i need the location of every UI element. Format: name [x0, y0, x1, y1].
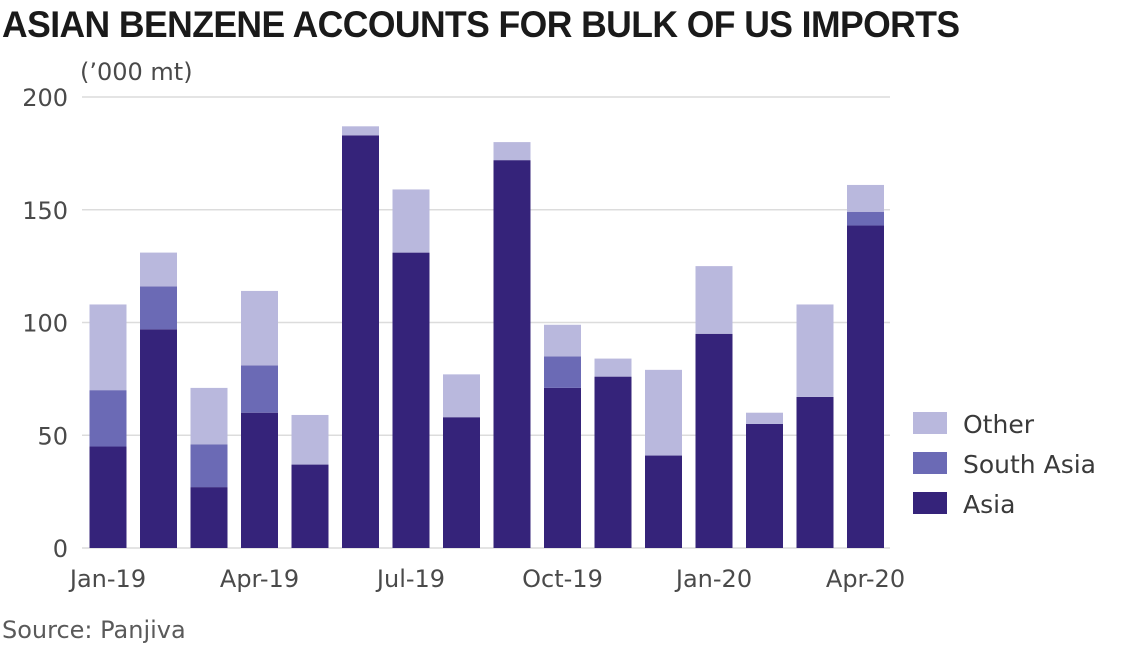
bar-segment-south-asia	[89, 390, 127, 447]
bar-segment-asia	[695, 333, 733, 548]
bar-segment-asia	[291, 464, 329, 548]
source-note: Source: Panjiva	[2, 616, 186, 644]
bar-segment-asia	[544, 387, 581, 548]
bar-segment-asia	[443, 417, 480, 548]
bar-segment-south-asia	[140, 286, 177, 330]
bar-segment-asia	[594, 376, 632, 548]
x-tick-label: Jul-19	[375, 565, 445, 593]
x-tick-label: Apr-19	[220, 565, 299, 593]
bar-segment-other	[544, 324, 581, 357]
bar-segment-other	[443, 374, 480, 418]
legend-swatch-south-asia	[913, 452, 947, 474]
y-axis-ticks: 0 50 100 150 200	[22, 84, 68, 563]
bars	[89, 126, 884, 548]
bar-segment-south-asia	[241, 365, 278, 413]
x-tick-label: Oct-19	[522, 565, 603, 593]
bar-segment-other	[241, 290, 278, 366]
bar-segment-other	[392, 189, 430, 253]
bar-segment-other	[847, 184, 884, 213]
bar-segment-asia	[493, 160, 531, 548]
bar-segment-other	[746, 412, 783, 424]
bar-segment-south-asia	[544, 356, 581, 388]
bar-segment-other	[796, 304, 834, 397]
bar-segment-asia	[342, 135, 379, 548]
legend-label-asia: Asia	[963, 490, 1015, 519]
bar-segment-other	[645, 369, 682, 456]
legend-label-other: Other	[963, 410, 1035, 439]
legend-swatch-other	[913, 412, 947, 434]
bar-segment-asia	[746, 423, 783, 548]
x-tick-label: Jan-20	[674, 565, 752, 593]
x-axis-ticks: Jan-19 Apr-19 Jul-19 Oct-19 Jan-20 Apr-20	[68, 565, 905, 593]
y-tick-label: 50	[37, 422, 68, 450]
y-axis-unit-label: (’000 mt)	[80, 58, 193, 86]
legend: Other South Asia Asia	[913, 410, 1096, 519]
bar-segment-asia	[89, 446, 127, 548]
bar-segment-asia	[847, 225, 884, 548]
bar-segment-other	[140, 252, 177, 287]
bar-segment-asia	[140, 329, 177, 548]
y-tick-label: 100	[22, 310, 68, 338]
bar-segment-asia	[796, 396, 834, 548]
bar-segment-asia	[241, 412, 278, 548]
bar-segment-other	[695, 266, 733, 334]
bar-segment-other	[190, 387, 228, 445]
bar-segment-other	[291, 414, 329, 465]
bar-segment-other	[342, 126, 379, 136]
y-tick-label: 150	[22, 197, 68, 225]
bar-segment-other	[493, 142, 531, 161]
legend-swatch-asia	[913, 492, 947, 514]
bar-segment-asia	[392, 252, 430, 548]
bar-segment-south-asia	[190, 444, 228, 488]
bar-segment-asia	[645, 455, 682, 548]
bar-segment-asia	[190, 487, 228, 548]
y-tick-label: 200	[22, 84, 68, 112]
bar-segment-south-asia	[847, 212, 884, 226]
x-tick-label: Jan-19	[68, 565, 146, 593]
bar-segment-other	[89, 304, 127, 391]
bar-segment-other	[594, 358, 632, 377]
legend-label-south-asia: South Asia	[963, 450, 1096, 479]
chart-title: ASIAN BENZENE ACCOUNTS FOR BULK OF US IM…	[2, 4, 960, 45]
y-tick-label: 0	[53, 535, 68, 563]
x-tick-label: Apr-20	[826, 565, 905, 593]
